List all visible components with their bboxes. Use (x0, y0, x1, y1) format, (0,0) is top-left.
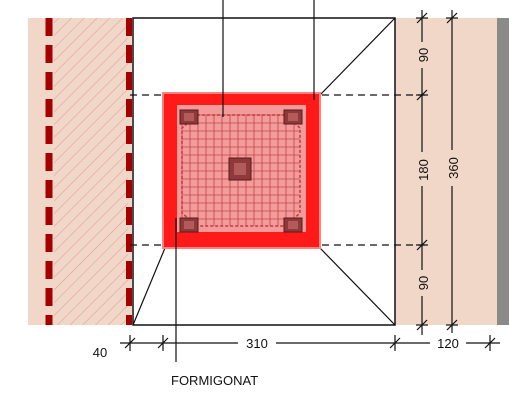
dim-label-top-90: 90 (416, 48, 431, 62)
anchor-plate-bottom-right (283, 217, 303, 233)
dim-label-120: 120 (437, 336, 459, 351)
anchor-plate-bottom-left (179, 217, 199, 233)
diagonal-bottom-left (132, 247, 166, 326)
label-bg-120 (430, 333, 466, 351)
wall-hatching (54, 18, 128, 325)
dim-label-40: 40 (93, 345, 107, 360)
center-column-plate (228, 157, 252, 181)
material-label: FORMIGONAT (171, 373, 258, 388)
label-bg-middle (412, 152, 432, 186)
label-bg-310 (238, 333, 276, 351)
dim-label-bottom-90: 90 (416, 276, 431, 290)
anchor-plate-top-left (179, 109, 199, 125)
right-grey-strip (497, 18, 509, 325)
diagonal-bottom-right (319, 247, 396, 326)
footing-slab-edge (162, 92, 321, 249)
label-bg-total (442, 150, 462, 186)
dim-label-310: 310 (246, 336, 268, 351)
anchor-plate-top-right (283, 109, 303, 125)
label-bg-bottom (412, 270, 432, 296)
dim-label-360: 360 (446, 157, 461, 179)
dim-label-180: 180 (416, 159, 431, 181)
label-bg-top (412, 42, 432, 68)
diagonal-top-right (319, 17, 396, 96)
